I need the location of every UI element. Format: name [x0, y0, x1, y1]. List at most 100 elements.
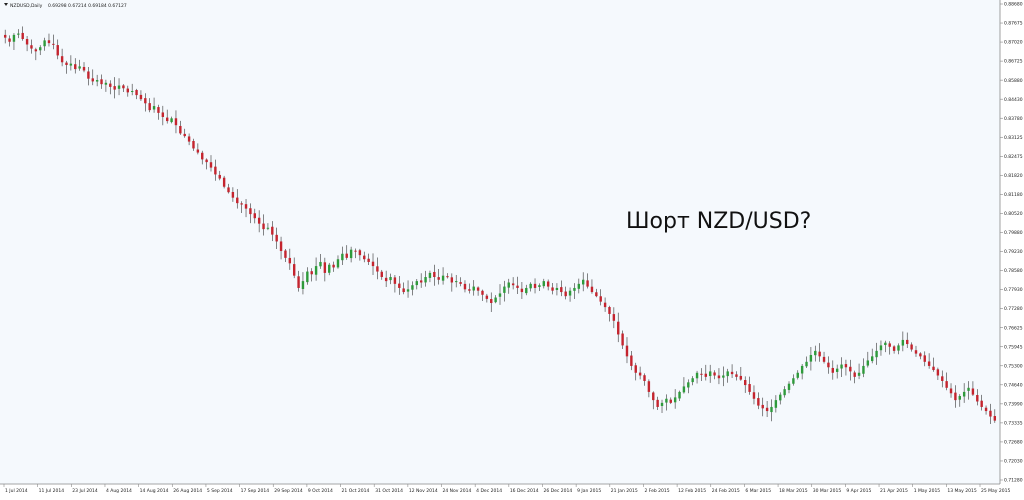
- candle-bull: [691, 378, 694, 383]
- y-tick-label: 0.81820: [1004, 173, 1023, 179]
- x-tick-label: 21 Jan 2015: [611, 488, 638, 494]
- candle-bear: [761, 404, 764, 409]
- candle-bear: [437, 277, 440, 280]
- candle-bear: [310, 271, 313, 275]
- candle-bear: [546, 281, 550, 287]
- candle-bear: [941, 376, 944, 381]
- candle-bear: [8, 38, 11, 42]
- candle-bear: [744, 380, 747, 386]
- candle-bull: [884, 342, 887, 346]
- candle-bear: [954, 392, 957, 401]
- candle-bear: [139, 94, 143, 100]
- candle-bull: [494, 297, 497, 303]
- x-tick-label: 4 Aug 2014: [106, 488, 132, 494]
- candle-bull: [328, 264, 331, 273]
- candle-bull: [170, 118, 173, 123]
- candle-bear: [135, 89, 138, 96]
- candle-bear: [25, 39, 29, 45]
- candle-bear: [625, 345, 629, 357]
- candle-bear: [906, 339, 909, 345]
- candle-bear: [927, 361, 931, 366]
- candle-bull: [708, 371, 712, 377]
- candle-bear: [564, 291, 567, 297]
- candle-bear: [516, 285, 519, 288]
- candle-bull: [835, 368, 839, 372]
- candle-bull: [555, 287, 559, 291]
- x-tick-label: 9 Apr 2015: [846, 488, 871, 494]
- plot-area: [0, 0, 1000, 484]
- y-tick-label: 0.77280: [1004, 306, 1023, 312]
- candle-bull: [726, 371, 729, 377]
- candle-bear: [100, 79, 103, 85]
- candle-bear: [932, 366, 935, 371]
- candle-bear: [560, 287, 563, 293]
- y-tick-label: 0.75945: [1004, 344, 1023, 350]
- candle-bear: [179, 125, 182, 134]
- candle-bull: [349, 249, 353, 259]
- candle-bear: [257, 217, 261, 224]
- candle-bear: [551, 287, 554, 291]
- candle-bear: [161, 112, 165, 117]
- candle-bull: [472, 286, 475, 291]
- x-tick-label: 13 May 2015: [947, 488, 976, 494]
- candle-bull: [870, 356, 874, 362]
- x-tick-label: 11 Jul 2014: [39, 488, 65, 494]
- candle-bear: [748, 384, 751, 392]
- candle-bull: [805, 361, 808, 367]
- y-tick-label: 0.72680: [1004, 440, 1023, 446]
- candle-bear: [187, 136, 191, 142]
- candle-bull: [542, 281, 545, 287]
- candle-bear: [192, 140, 195, 149]
- y-tick-label: 0.77930: [1004, 287, 1023, 293]
- candle-bull: [962, 391, 966, 397]
- candle-bull: [78, 66, 81, 69]
- candle-bear: [647, 381, 651, 392]
- candle-bull: [581, 279, 585, 285]
- candle-bull: [783, 389, 786, 396]
- candle-bear: [936, 369, 940, 376]
- candle-bear: [976, 394, 979, 402]
- y-tick-label: 0.81180: [1004, 192, 1023, 198]
- candle-bear: [113, 86, 116, 90]
- candle-bear: [376, 266, 379, 272]
- y-axis-ticks: 0.88680 0.87675 0.87020 0.86725 0.85880 0.844…: [1000, 2, 1023, 484]
- candle-bull: [857, 372, 861, 376]
- candle-bear: [621, 333, 624, 346]
- candle-bear: [735, 374, 738, 377]
- candle-bear: [831, 367, 834, 373]
- candle-bull: [117, 85, 121, 89]
- candle-bear: [402, 288, 405, 293]
- candle-bear: [253, 213, 256, 219]
- x-tick-label: 29 Sep 2014: [274, 488, 303, 494]
- candle-bear: [398, 283, 401, 288]
- candle-bear: [297, 276, 300, 288]
- candle-bear: [87, 71, 90, 79]
- candle-bear: [459, 282, 462, 284]
- y-tick-label: 0.88680: [1004, 2, 1023, 8]
- x-tick-label: 21 Oct 2014: [342, 488, 370, 494]
- candle-bull: [406, 289, 410, 292]
- candle-bull: [695, 372, 699, 379]
- x-tick-label: 21 Apr 2015: [880, 488, 908, 494]
- dropdown-triangle-icon[interactable]: [4, 3, 8, 6]
- candle-bear: [275, 234, 278, 242]
- y-tick-label: 0.85880: [1004, 78, 1023, 84]
- candle-bear: [196, 149, 200, 153]
- candle-bull: [17, 33, 20, 35]
- x-tick-label: 31 Oct 2014: [375, 488, 403, 494]
- candle-bear: [47, 40, 51, 44]
- candle-bear: [371, 261, 375, 267]
- y-tick-label: 0.76625: [1004, 325, 1023, 331]
- candle-bear: [367, 258, 370, 262]
- candle-bear: [520, 288, 524, 293]
- candle-bear: [231, 191, 235, 198]
- candle-bear: [971, 388, 975, 395]
- candle-bull: [792, 378, 795, 384]
- y-tick-label: 0.87020: [1004, 40, 1023, 46]
- candle-bull: [428, 272, 432, 278]
- candle-bear: [511, 283, 515, 286]
- candle-bear: [490, 299, 493, 304]
- candle-bull: [12, 34, 16, 42]
- candle-bull: [779, 394, 782, 401]
- candle-bear: [174, 118, 178, 126]
